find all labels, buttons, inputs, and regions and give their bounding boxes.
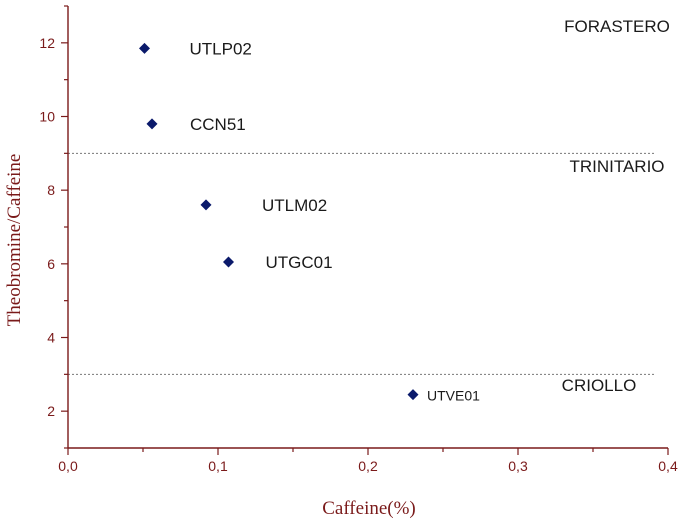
x-tick-label: 0,0 (58, 458, 78, 474)
data-point-label: UTGC01 (266, 253, 333, 272)
x-tick-label: 0,2 (358, 458, 378, 474)
data-point-label: UTLP02 (190, 39, 252, 58)
y-tick-label: 8 (47, 182, 55, 198)
data-point (223, 256, 234, 268)
data-point-label: CCN51 (190, 115, 246, 134)
x-axis-title: Caffeine(%) (322, 498, 416, 519)
plot-area: FORASTERO TRINITARIO CRIOLLO UTLP02 CCN51 UTL… (68, 17, 670, 404)
data-point (407, 389, 419, 401)
region-label: FORASTERO (564, 17, 670, 36)
region-label: CRIOLLO (562, 376, 637, 395)
data-point-label: UTVE01 (427, 388, 480, 404)
axes: 0,0 0,1 0,2 0,3 0,4 2 4 6 8 10 12 (39, 5, 678, 474)
region-label: TRINITARIO (569, 157, 664, 176)
data-point (200, 199, 212, 211)
y-tick-label: 10 (39, 109, 55, 125)
data-point (146, 118, 158, 130)
y-tick-label: 12 (39, 35, 55, 51)
x-tick-label: 0,1 (208, 458, 228, 474)
y-axis-title: Theobromine/Caffeine (4, 154, 25, 327)
y-tick-label: 2 (47, 403, 55, 419)
data-point-label: UTLM02 (262, 196, 327, 215)
y-tick-label: 4 (47, 330, 55, 346)
x-tick-label: 0,3 (508, 458, 528, 474)
y-tick-label: 6 (47, 256, 55, 272)
x-tick-label: 0,4 (658, 458, 678, 474)
data-point (139, 42, 150, 54)
